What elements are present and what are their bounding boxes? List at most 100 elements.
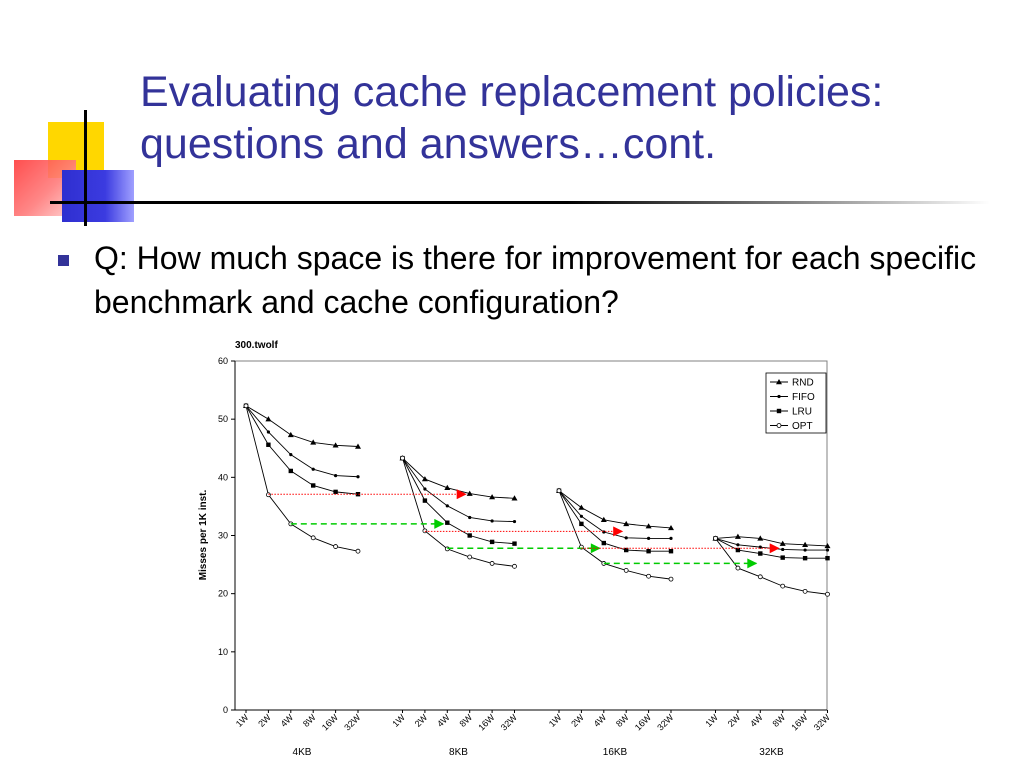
x-tick-label: 8W [457,712,474,729]
legend-label-lru: LRU [792,407,812,418]
marker-rnd [757,535,764,541]
x-tick-label: 4W [748,712,765,729]
marker-fifo [781,547,785,552]
marker-rnd [511,495,518,501]
marker-opt [776,423,782,428]
marker-rnd [668,524,674,531]
x-tick-label: 1W [390,712,407,729]
marker-lru [624,547,629,553]
marker-rnd [332,442,339,448]
x-tick-label: 2W [726,712,743,729]
x-tick-label: 1W [547,712,564,729]
marker-fifo [490,519,494,523]
x-tick-label: 8W [770,712,787,729]
series-line-rnd [402,457,515,499]
marker-opt [243,403,249,409]
y-tick-label: 30 [218,531,228,541]
marker-rnd [802,541,809,548]
x-tick-label: 4W [279,712,296,729]
series-line-lru [245,405,359,495]
marker-lru [758,551,763,556]
slide-title-line2: questions and answers…cont. [140,120,717,168]
y-axis-label: Misses per 1K inst. [198,489,209,580]
marker-rnd [578,504,585,510]
series-line-opt [245,405,359,552]
marker-lru [467,533,472,538]
x-group-label: 8KB [449,747,468,758]
marker-fifo [602,530,606,534]
marker-opt [780,583,786,589]
marker-opt [333,544,339,549]
marker-rnd [421,476,428,482]
bullet-question: Q: How much space is there for improveme… [94,240,977,320]
marker-fifo [311,467,315,471]
x-tick-label: 16W [476,712,497,733]
marker-fifo [803,548,807,552]
marker-opt [467,554,473,560]
y-tick-label: 50 [218,414,228,424]
x-group-label: 32KB [759,747,784,758]
x-group-label: 4KB [293,747,312,758]
marker-fifo [669,536,673,541]
series-line-rnd [558,490,672,529]
x-tick-label: 8W [301,712,318,729]
marker-opt [802,588,808,594]
marker-lru [288,468,293,474]
marker-opt [355,548,361,554]
slide-title: Evaluating cache replacement policies: q… [140,66,1020,170]
marker-fifo [647,536,651,541]
marker-opt [757,574,763,580]
marker-fifo [423,487,427,491]
x-tick-label: 8W [614,712,631,729]
marker-opt [556,488,562,494]
marker-opt [735,565,741,571]
marker-rnd [489,494,496,500]
marker-rnd [779,540,786,546]
x-tick-label: 4W [435,712,452,729]
x-tick-label: 2W [413,712,430,729]
marker-fifo [468,515,472,520]
marker-lru [311,483,316,488]
series-line-opt [558,490,672,580]
marker-fifo [512,519,517,524]
y-tick-label: 60 [218,356,228,366]
marker-rnd [310,439,317,445]
marker-rnd [444,484,451,491]
y-tick-label: 10 [218,647,228,657]
x-tick-label: 16W [789,712,810,733]
marker-lru [776,408,782,414]
x-tick-label: 32W [655,712,676,733]
marker-opt [310,535,316,541]
marker-fifo [736,543,740,547]
decor-blue-square [62,170,134,222]
x-tick-label: 2W [569,712,586,729]
x-group-label: 16KB [603,747,628,758]
marker-fifo [445,504,449,508]
marker-opt [266,492,271,498]
marker-rnd [265,416,272,422]
marker-opt [825,591,830,597]
marker-lru [489,539,495,545]
legend-label-rnd: RND [792,378,814,389]
marker-fifo [579,514,583,518]
marker-opt [422,528,428,534]
x-tick-label: 32W [499,712,520,733]
x-tick-label: 4W [592,712,609,729]
marker-fifo [624,536,628,540]
series-line-rnd [245,405,359,447]
marker-opt [623,567,629,573]
legend-label-opt: OPT [792,421,813,432]
marker-lru [780,555,785,560]
marker-opt [400,455,405,461]
marker-opt [489,561,495,566]
marker-lru [512,541,517,546]
marker-lru [646,549,651,554]
series-line-fifo [245,405,359,478]
series-line-lru [402,457,515,545]
series-line-rnd [715,536,828,547]
marker-fifo [777,394,781,399]
marker-fifo [825,548,830,552]
marker-rnd [355,443,361,449]
marker-lru [579,521,584,527]
y-tick-label: 20 [218,589,228,599]
